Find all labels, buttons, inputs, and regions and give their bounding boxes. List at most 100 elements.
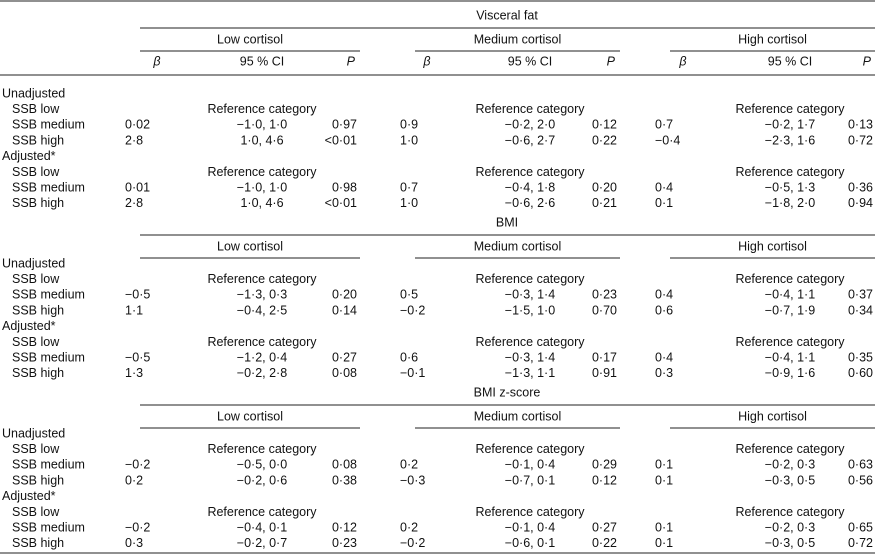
ci-cell: −1·2, 0·4 (237, 350, 287, 364)
p-cell: 0·23 (592, 288, 617, 302)
group-header: Low cortisol (217, 409, 283, 423)
ci-cell: −1·5, 1·0 (505, 303, 555, 317)
beta-cell: 1·1 (125, 303, 143, 317)
section-label: Adjusted* (2, 319, 56, 333)
ci-cell: −0·1, 0·4 (505, 520, 555, 534)
p-cell: 0·12 (592, 473, 617, 487)
beta-cell: 0·4 (655, 288, 673, 302)
beta-cell: 2·8 (125, 133, 143, 147)
p-cell: 0·37 (848, 288, 873, 302)
reference-cell: Reference category (735, 102, 845, 116)
reference-cell: Reference category (735, 165, 845, 179)
ci-cell: −0·4, 1·1 (765, 288, 815, 302)
beta-cell: 0·7 (655, 118, 673, 132)
ci-cell: −0·2, 0·3 (765, 520, 815, 534)
beta-cell: 0·1 (655, 536, 673, 550)
p-cell: 0·12 (592, 118, 617, 132)
section-label: Adjusted* (2, 149, 56, 163)
ci-cell: −0·1, 0·4 (505, 458, 555, 472)
p-cell: 0·27 (592, 520, 617, 534)
section-label: Unadjusted (2, 426, 65, 440)
p-cell: 0·34 (848, 303, 873, 317)
ci-cell: −2·3, 1·6 (765, 133, 815, 147)
group-header: Low cortisol (217, 32, 283, 46)
ci-cell: −1·0, 1·0 (237, 118, 287, 132)
reference-cell: Reference category (207, 335, 317, 349)
ci-cell: −0·6, 0·1 (505, 536, 555, 550)
ci-cell: −0·3, 1·4 (505, 288, 555, 302)
beta-cell: 0·3 (125, 536, 143, 550)
beta-cell: 0·1 (655, 473, 673, 487)
row-label: SSB low (12, 165, 60, 179)
reference-cell: Reference category (735, 335, 845, 349)
p-cell: 0·91 (592, 366, 617, 380)
beta-cell: 0·1 (655, 458, 673, 472)
beta-cell: −0·4 (655, 133, 680, 147)
ci-cell: −0·2, 2·0 (505, 118, 555, 132)
row-label: SSB medium (12, 520, 85, 534)
p-cell: 0·72 (848, 536, 873, 550)
ci-cell: −0·2, 2·8 (237, 366, 287, 380)
ci-cell: −0·3, 0·5 (765, 473, 815, 487)
row-label: SSB low (12, 272, 60, 286)
reference-cell: Reference category (475, 102, 585, 116)
ci-cell: −1·0, 1·0 (237, 180, 287, 194)
reference-cell: Reference category (475, 165, 585, 179)
column-header: β (678, 54, 686, 68)
reference-cell: Reference category (207, 102, 317, 116)
group-header: Low cortisol (217, 239, 283, 253)
beta-cell: 1·3 (125, 366, 143, 380)
p-cell: 0·23 (332, 536, 357, 550)
reference-cell: Reference category (735, 272, 845, 286)
row-label: SSB high (12, 366, 64, 380)
row-label: SSB medium (12, 350, 85, 364)
row-label: SSB low (12, 505, 60, 519)
row-label: SSB low (12, 442, 60, 456)
ci-cell: −0·5, 1·3 (765, 180, 815, 194)
p-cell: 0·63 (848, 458, 873, 472)
p-cell: 0·72 (848, 133, 873, 147)
group-header: High cortisol (738, 239, 807, 253)
beta-cell: 1·0 (400, 196, 418, 210)
p-cell: 0·22 (592, 536, 617, 550)
column-header: P (863, 54, 872, 68)
ci-cell: −0·7, 0·1 (505, 473, 555, 487)
reference-cell: Reference category (207, 442, 317, 456)
ci-cell: −0·2, 0·6 (237, 473, 287, 487)
reference-cell: Reference category (475, 335, 585, 349)
row-label: SSB high (12, 196, 64, 210)
row-label: SSB medium (12, 118, 85, 132)
ci-cell: −0·6, 2·7 (505, 133, 555, 147)
ci-cell: −0·4, 1·8 (505, 180, 555, 194)
beta-cell: 0·01 (125, 180, 150, 194)
p-cell: 0·20 (592, 180, 617, 194)
row-label: SSB medium (12, 288, 85, 302)
reference-cell: Reference category (207, 505, 317, 519)
p-cell: <0·01 (325, 196, 357, 210)
section-label: Adjusted* (2, 489, 56, 503)
p-cell: 0·97 (332, 118, 357, 132)
group-header: Medium cortisol (474, 239, 562, 253)
p-cell: 0·17 (592, 350, 617, 364)
beta-cell: 0·9 (400, 118, 418, 132)
beta-cell: −0·2 (400, 303, 425, 317)
ci-cell: −0·2, 0·3 (765, 458, 815, 472)
p-cell: 0·20 (332, 288, 357, 302)
beta-cell: 0·3 (655, 366, 673, 380)
beta-cell: −0·2 (125, 458, 150, 472)
column-header: 95 % CI (240, 54, 284, 68)
row-label: SSB high (12, 536, 64, 550)
ci-cell: −1·3, 1·1 (505, 366, 555, 380)
ci-cell: −0·5, 0·0 (237, 458, 287, 472)
ci-cell: −0·4, 2·5 (237, 303, 287, 317)
reference-cell: Reference category (475, 505, 585, 519)
column-header: β (152, 54, 160, 68)
row-label: SSB low (12, 102, 60, 116)
column-header: 95 % CI (508, 54, 552, 68)
panel-title: BMI (496, 215, 518, 229)
ci-cell: −0·6, 2·6 (505, 196, 555, 210)
reference-cell: Reference category (207, 272, 317, 286)
ci-cell: −0·9, 1·6 (765, 366, 815, 380)
beta-cell: 0·2 (400, 520, 418, 534)
